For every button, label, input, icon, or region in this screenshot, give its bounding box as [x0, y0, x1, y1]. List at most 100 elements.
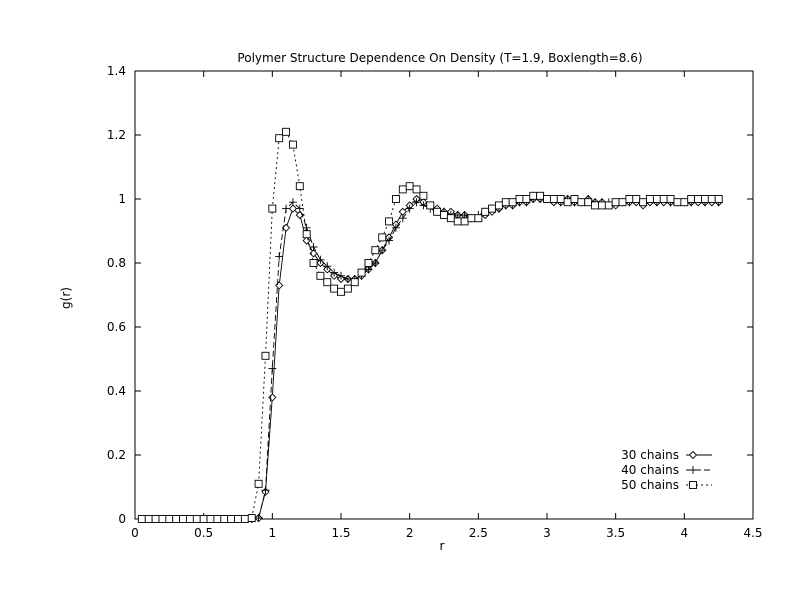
- x-axis-label: r: [440, 539, 445, 553]
- data-point: [529, 191, 538, 200]
- data-point: [426, 201, 435, 210]
- data-point: [460, 217, 469, 226]
- y-tick-label: 1.4: [107, 64, 126, 78]
- data-point: [261, 486, 270, 495]
- data-point: [343, 284, 352, 293]
- x-tick-label: 3.5: [606, 526, 625, 540]
- data-point: [254, 479, 263, 488]
- x-tick-label: 4.5: [743, 526, 762, 540]
- data-point: [385, 217, 394, 226]
- data-point: [282, 204, 291, 213]
- data-point: [570, 195, 579, 203]
- y-tick-label: 1.2: [107, 128, 126, 142]
- data-point: [288, 198, 297, 207]
- data-point: [295, 182, 304, 191]
- data-point: [419, 191, 428, 200]
- data-point: [646, 195, 654, 203]
- x-tick-label: 4: [681, 526, 689, 540]
- data-point: [144, 515, 153, 523]
- data-point: [227, 515, 236, 523]
- data-point: [687, 195, 696, 203]
- data-point: [604, 201, 613, 210]
- data-point: [618, 198, 627, 207]
- data-point: [337, 287, 345, 296]
- data-point: [309, 249, 318, 258]
- series-layer: [137, 127, 723, 524]
- legend-marker: [689, 481, 697, 489]
- data-point: [577, 198, 586, 207]
- data-point: [158, 515, 167, 523]
- x-tick-label: 2.5: [469, 526, 488, 540]
- data-point: [419, 201, 428, 210]
- data-point: [536, 191, 545, 200]
- data-point: [501, 198, 510, 207]
- data-point: [350, 278, 359, 287]
- data-point: [137, 515, 146, 523]
- legend-label: 50 chains: [621, 478, 679, 492]
- data-point: [330, 268, 339, 277]
- y-tick-label: 0.4: [107, 384, 126, 398]
- data-point: [391, 195, 400, 203]
- legend-label: 30 chains: [621, 448, 679, 462]
- data-point: [412, 185, 421, 194]
- data-point: [378, 246, 387, 255]
- data-point: [611, 198, 620, 207]
- data-point: [343, 275, 352, 283]
- data-point: [453, 217, 462, 226]
- data-point: [371, 246, 380, 255]
- data-point: [584, 198, 593, 207]
- x-tick-label: 3: [543, 526, 551, 540]
- data-point: [440, 211, 448, 219]
- data-point: [694, 195, 703, 203]
- y-tick-label: 1: [118, 192, 126, 206]
- data-point: [563, 198, 572, 207]
- data-point: [700, 195, 709, 203]
- data-point: [632, 195, 641, 203]
- data-point: [192, 515, 201, 523]
- data-point: [378, 233, 387, 242]
- data-point: [556, 195, 565, 203]
- data-point: [275, 252, 284, 261]
- data-point: [165, 515, 174, 523]
- x-tick-label: 1.5: [331, 526, 350, 540]
- data-point: [282, 127, 291, 136]
- data-point: [508, 198, 517, 207]
- data-point: [323, 278, 332, 287]
- chart-title: Polymer Structure Dependence On Density …: [237, 51, 642, 65]
- data-point: [652, 195, 661, 203]
- legend-marker: [688, 450, 698, 460]
- y-tick-label: 0: [118, 512, 126, 526]
- series-3: [137, 127, 723, 523]
- data-point: [220, 515, 229, 523]
- data-point: [268, 393, 277, 402]
- data-point: [275, 281, 284, 290]
- data-point: [405, 204, 414, 213]
- data-point: [309, 259, 318, 267]
- data-point: [446, 214, 455, 223]
- data-point: [295, 204, 304, 213]
- data-point: [309, 243, 318, 251]
- data-point: [316, 255, 325, 264]
- data-point: [522, 195, 531, 203]
- data-point: [467, 214, 476, 223]
- data-point: [597, 201, 606, 210]
- data-point: [275, 134, 284, 143]
- data-point: [337, 271, 345, 280]
- x-tick-label: 0: [131, 526, 139, 540]
- data-point: [268, 364, 277, 373]
- data-point: [412, 198, 421, 207]
- data-point: [234, 515, 242, 523]
- data-point: [639, 198, 648, 207]
- legend-marker: [689, 466, 697, 474]
- data-point: [302, 230, 311, 239]
- data-point: [515, 195, 524, 203]
- data-point: [474, 214, 483, 223]
- data-point: [179, 515, 188, 523]
- y-axis: 0 0.2 0.4 0.6 0.8 1 1.2 1.4: [107, 64, 753, 526]
- data-point: [673, 198, 682, 207]
- data-point: [330, 284, 339, 293]
- data-point: [714, 195, 723, 203]
- data-point: [405, 182, 414, 191]
- y-tick-label: 0.2: [107, 448, 126, 462]
